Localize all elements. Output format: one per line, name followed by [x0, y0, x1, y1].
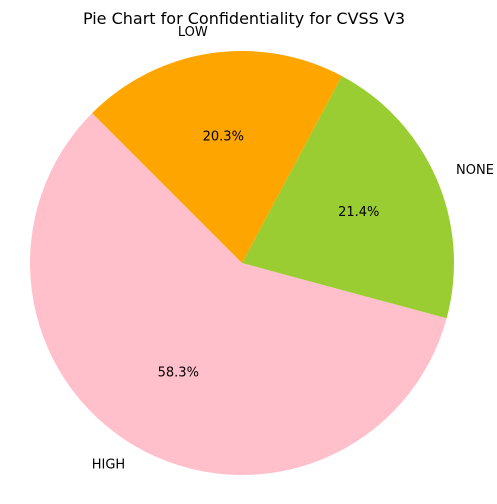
slice-label-none: NONE: [456, 163, 494, 178]
pie-labels: 58.3% HIGH 21.4% NONE 20.3% LOW: [92, 25, 494, 472]
slice-percent-none: 21.4%: [338, 205, 379, 220]
slice-label-high: HIGH: [92, 457, 125, 472]
pie-slice-high: [30, 113, 447, 476]
pie-slices: [30, 51, 455, 476]
slice-label-low: LOW: [178, 25, 208, 40]
slice-percent-low: 20.3%: [203, 130, 244, 145]
pie-slice-low: [92, 51, 342, 263]
slice-percent-high: 58.3%: [158, 366, 199, 381]
pie-slice-none: [242, 75, 455, 319]
chart-title: Pie Chart for Confidentiality for CVSS V…: [83, 9, 405, 28]
